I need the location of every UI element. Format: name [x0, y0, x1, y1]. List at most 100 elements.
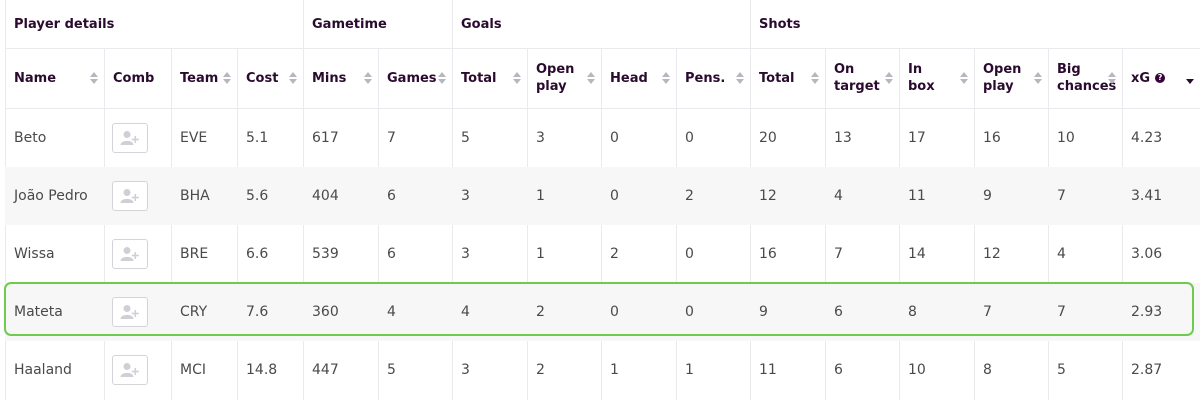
column-header-name[interactable]: Name [5, 48, 104, 108]
column-header-label: Name [14, 70, 57, 86]
cell-mins: 360 [312, 304, 339, 320]
column-header-goals-head[interactable]: Head [601, 48, 676, 108]
add-user-icon [120, 131, 139, 145]
cell-xg: 2.87 [1131, 362, 1163, 378]
cell-shots-on-target: 6 [834, 304, 843, 320]
cell-goals-open-play: 3 [536, 130, 545, 146]
table-row[interactable]: Wissa BRE 6.6 539 6 3 1 2 0 16 7 14 12 4 3.06 [5, 225, 1200, 283]
cell-mins: 539 [312, 246, 339, 262]
cell-shots-in-box: 14 [908, 246, 926, 262]
cell-goals-open-play: 1 [536, 246, 545, 262]
sort-arrows-icon[interactable] [289, 72, 297, 84]
add-to-comparison-button[interactable] [112, 181, 148, 211]
cell-mins: 404 [312, 188, 339, 204]
cell-shots-in-box: 11 [908, 188, 926, 204]
table-row[interactable]: Haaland MCI 14.8 447 5 3 2 1 1 11 6 10 8 5 2.87 [5, 341, 1200, 399]
sort-arrows-icon[interactable] [364, 72, 372, 84]
cell-shots-on-target: 7 [834, 246, 843, 262]
cell-shots-in-box: 8 [908, 304, 917, 320]
add-to-comparison-button[interactable] [112, 297, 148, 327]
column-header-shots-in-box[interactable]: In box [899, 48, 974, 108]
sort-arrows-icon[interactable] [513, 72, 521, 84]
sort-arrows-icon[interactable] [811, 72, 819, 84]
column-header-label: Head [610, 70, 648, 86]
table-row[interactable]: Beto EVE 5.1 617 7 5 3 0 0 20 13 17 16 10 4.23 [5, 109, 1200, 167]
column-header-games[interactable]: Games [378, 48, 452, 108]
cell-shots-open-play: 9 [983, 188, 992, 204]
column-header-goals-total[interactable]: Total [452, 48, 527, 108]
cell-shots-total: 16 [759, 246, 777, 262]
cell-shots-open-play: 7 [983, 304, 992, 320]
column-header-cost[interactable]: Cost [237, 48, 303, 108]
column-header-team[interactable]: Team [171, 48, 237, 108]
add-to-comparison-button[interactable] [112, 239, 148, 269]
column-header-goals-open-play[interactable]: Open play [527, 48, 601, 108]
cell-big-chances: 7 [1057, 188, 1066, 204]
cell-games: 4 [387, 304, 396, 320]
cell-big-chances: 10 [1057, 130, 1075, 146]
sort-arrows-icon[interactable] [960, 72, 968, 84]
cell-goals-pens: 0 [685, 130, 694, 146]
cell-goals-total: 5 [461, 130, 470, 146]
cell-name: João Pedro [14, 188, 88, 204]
cell-big-chances: 4 [1057, 246, 1066, 262]
cell-team: BHA [180, 188, 210, 204]
add-to-comparison-button[interactable] [112, 123, 148, 153]
sort-arrows-icon[interactable] [736, 72, 744, 84]
column-header-big-chances[interactable]: Big chances [1048, 48, 1122, 108]
sort-arrows-icon[interactable] [885, 72, 893, 84]
add-user-icon [120, 305, 139, 319]
cell-team: MCI [180, 362, 206, 378]
cell-goals-head: 0 [610, 304, 619, 320]
cell-xg: 4.23 [1131, 130, 1163, 146]
column-header-label: Total [461, 70, 497, 86]
table-row[interactable]: João Pedro BHA 5.6 404 6 3 1 0 2 12 4 11 9 7 3.41 [5, 167, 1200, 225]
column-header-mins[interactable]: Mins [303, 48, 378, 108]
column-header-shots-open-play[interactable]: Open play [974, 48, 1048, 108]
cell-shots-open-play: 8 [983, 362, 992, 378]
cell-goals-pens: 1 [685, 362, 694, 378]
header-divider [5, 48, 1200, 49]
cell-games: 5 [387, 362, 396, 378]
add-to-comparison-button[interactable] [112, 355, 148, 385]
sort-arrows-icon[interactable] [1034, 72, 1042, 84]
cell-team: EVE [180, 130, 208, 146]
sort-arrows-icon[interactable] [438, 72, 446, 84]
cell-goals-open-play: 2 [536, 362, 545, 378]
cell-name: Haaland [14, 362, 72, 378]
column-header-shots-on-target[interactable]: On target [825, 48, 899, 108]
question-icon[interactable]: ? [1155, 73, 1166, 83]
column-header-label: Pens. [685, 70, 726, 86]
table-row[interactable]: Mateta CRY 7.6 360 4 4 2 0 0 9 6 8 7 7 2.93 [5, 283, 1200, 341]
cell-shots-total: 11 [759, 362, 777, 378]
cell-goals-pens: 2 [685, 188, 694, 204]
sort-arrows-icon[interactable] [1108, 72, 1116, 84]
sort-arrows-icon[interactable] [662, 72, 670, 84]
cell-xg: 3.06 [1131, 246, 1163, 262]
column-header-goals-pens[interactable]: Pens. [676, 48, 750, 108]
group-header-goals: Goals [461, 17, 502, 32]
sort-desc-icon[interactable] [1186, 72, 1194, 84]
cell-shots-on-target: 13 [834, 130, 852, 146]
cell-cost: 14.8 [246, 362, 278, 378]
sort-arrows-icon[interactable] [223, 72, 231, 84]
sort-arrows-icon[interactable] [90, 72, 98, 84]
cell-shots-on-target: 4 [834, 188, 843, 204]
cell-shots-open-play: 16 [983, 130, 1001, 146]
column-header-shots-total[interactable]: Total [750, 48, 825, 108]
cell-big-chances: 5 [1057, 362, 1066, 378]
cell-goals-pens: 0 [685, 304, 694, 320]
cell-mins: 617 [312, 130, 339, 146]
column-header-xg[interactable]: xG? [1122, 48, 1200, 108]
column-header-label: Mins [312, 70, 347, 86]
cell-big-chances: 7 [1057, 304, 1066, 320]
add-user-icon [120, 247, 139, 261]
column-header-label: In box [908, 62, 935, 94]
cell-team: CRY [180, 304, 208, 320]
cell-shots-total: 12 [759, 188, 777, 204]
cell-goals-head: 0 [610, 130, 619, 146]
sort-arrows-icon[interactable] [587, 72, 595, 84]
cell-goals-total: 3 [461, 362, 470, 378]
column-header-label: Comb [113, 70, 155, 86]
cell-xg: 3.41 [1131, 188, 1163, 204]
